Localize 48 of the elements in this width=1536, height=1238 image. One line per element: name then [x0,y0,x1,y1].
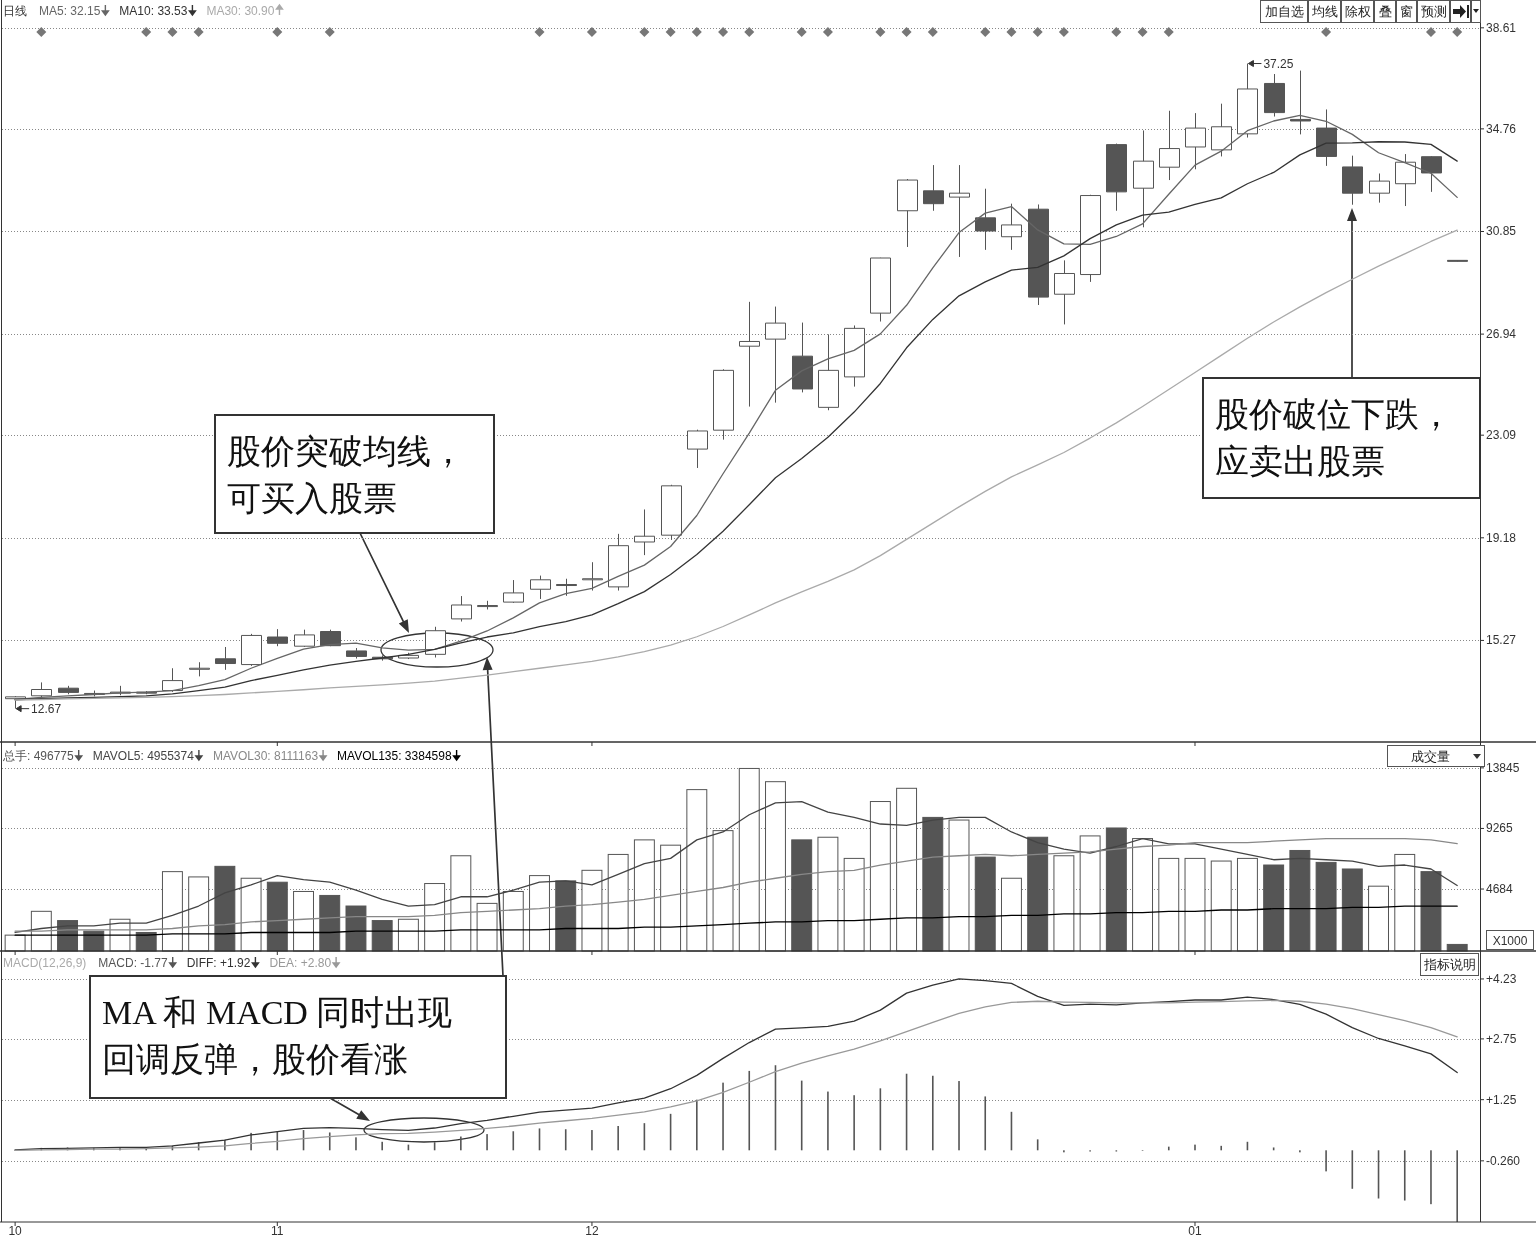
x-tick-label: 01 [1188,1224,1202,1238]
x-tick-label: 10 [8,1224,23,1238]
legend-label: DEA: +2.80 [269,956,332,970]
annotation: 12.67 [31,702,62,717]
dropdown: 成交量 [1387,745,1485,767]
callout-box: 股价突破均线，可买入股票 [214,414,495,534]
legend-label: MAVOL135: 3384598 [337,749,452,763]
button: 加自选 [1260,0,1308,23]
legend-label: DIFF: +1.92 [186,956,251,970]
legend-label: MAVOL30: 8111163 [212,749,319,763]
legend-label: MAVOL5: 4955374 [92,749,195,763]
y-tick-label: 4684 [1486,882,1514,897]
button: 窗 [1396,0,1417,23]
annotation: MA 和 MACD 同时出现回调反弹，股价看涨 [102,994,453,1078]
annotation: 股价破位下跌，应卖出股票 [1215,396,1453,480]
text: MACD(12,26,9) [3,956,87,970]
y-tick-label: -0.260 [1486,1153,1521,1168]
y-tick-label: 34.76 [1486,121,1517,136]
button: 叠 [1374,0,1396,23]
y-tick-label: +1.25 [1486,1092,1517,1107]
y-tick-label: 23.09 [1486,428,1517,443]
x-tick-label: 12 [585,1224,599,1238]
x-tick-label: 11 [271,1224,284,1238]
y-tick-label: 19.18 [1486,530,1517,545]
annotation: 37.25 [1263,57,1294,72]
button: 均线 [1308,0,1341,23]
unit-box: X1000 [1486,930,1534,950]
y-tick-label: 30.85 [1486,224,1517,239]
y-tick-label: 13845 [1486,760,1520,775]
annotation: 股价突破均线，可买入股票 [227,433,465,517]
legend-label: MA5: 32.15 [39,4,101,18]
legend-label: MA30: 30.90 [206,4,275,18]
y-tick-label: +4.23 [1486,971,1517,986]
chart-title: 日线 [3,4,27,18]
legend-label: MACD: -1.77 [98,956,169,970]
y-tick-label: 15.27 [1486,633,1517,648]
legend-label: 总手: 496775 [2,749,75,763]
y-tick-label: +2.75 [1486,1031,1517,1046]
button: 指标说明 [1420,953,1479,976]
callout-box: MA 和 MACD 同时出现回调反弹，股价看涨 [89,975,507,1099]
callout-box: 股价破位下跌，应卖出股票 [1202,377,1481,499]
button: 预测 [1417,0,1450,23]
button: 除权 [1341,0,1374,23]
y-tick-label: 9265 [1486,821,1514,836]
y-tick-label: 26.94 [1486,327,1517,342]
y-axis-title: X1000 [1492,933,1528,948]
legend-label: MA10: 33.53 [119,4,188,18]
y-tick-label: 38.61 [1486,20,1517,35]
